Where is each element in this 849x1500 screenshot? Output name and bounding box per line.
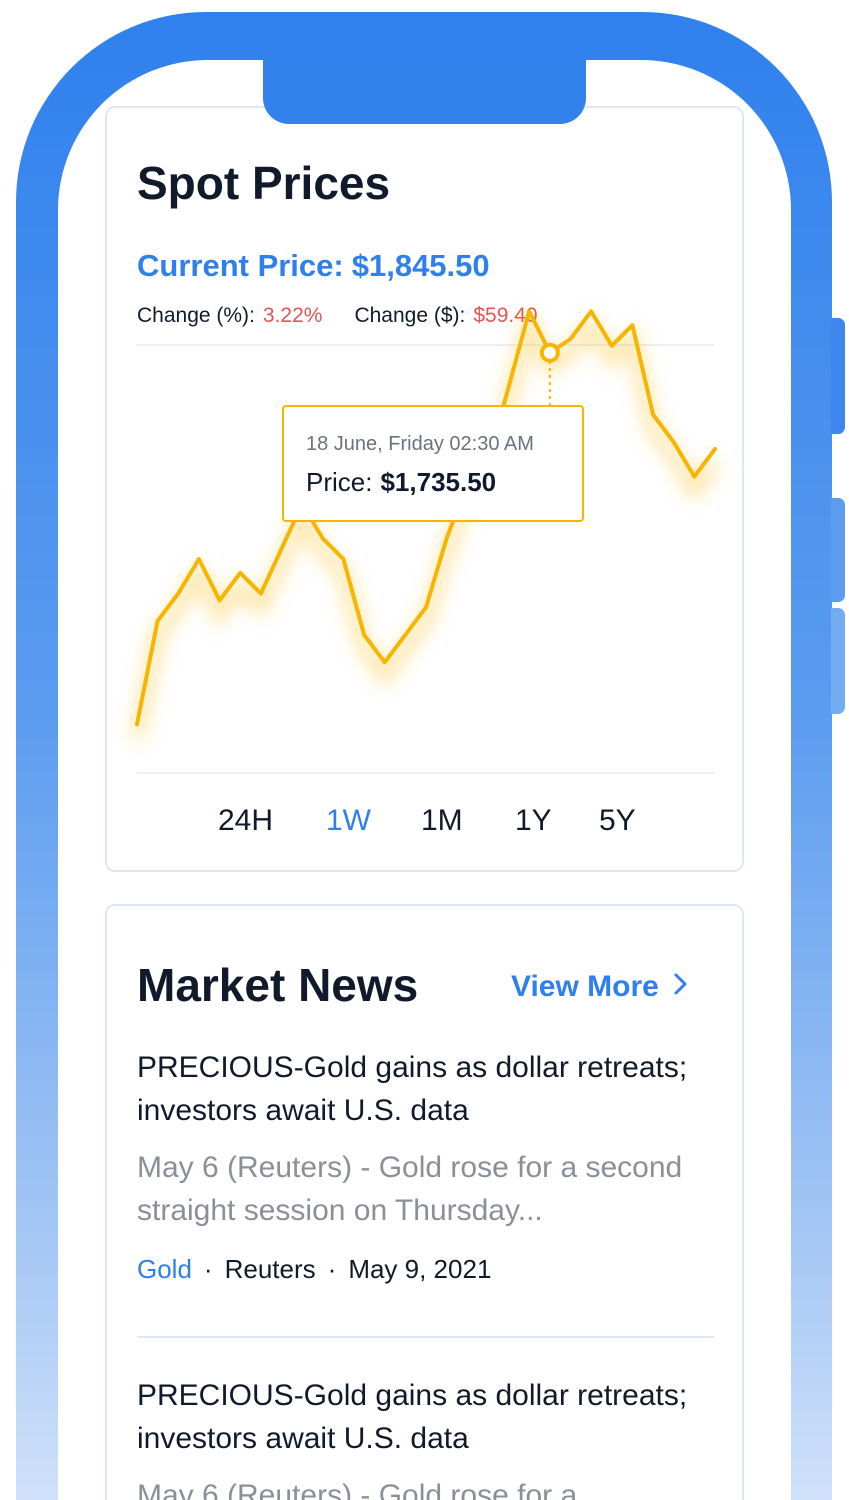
article-date: May 9, 2021 bbox=[348, 1254, 492, 1284]
tooltip-price-label: Price: bbox=[306, 467, 373, 497]
article-divider bbox=[137, 1336, 714, 1338]
range-24h[interactable]: 24H bbox=[218, 804, 274, 837]
article-excerpt: May 6 (Reuters) - Gold rose for a second… bbox=[137, 1151, 683, 1227]
market-news-card: Market News View More PRECIOUS-Gold gain… bbox=[105, 904, 744, 1500]
time-range-selector: 24H 1W 1M 1Y 5Y bbox=[107, 804, 746, 844]
current-price: Current Price: $1,845.50 bbox=[137, 248, 490, 284]
chart-baseline bbox=[137, 772, 714, 774]
article-excerpt: May 6 (Reuters) - Gold rose for a bbox=[137, 1479, 578, 1500]
article-source: Reuters bbox=[224, 1254, 316, 1284]
price-line bbox=[135, 309, 717, 727]
separator-dot: · bbox=[327, 1254, 337, 1284]
tooltip-date: 18 June, Friday 02:30 AM bbox=[306, 433, 534, 455]
view-more-link[interactable]: View More bbox=[511, 970, 689, 1004]
change-percent-label: Change (%): bbox=[137, 304, 255, 327]
current-price-label: Current Price: bbox=[137, 248, 344, 283]
tooltip-price: Price: $1,735.50 bbox=[306, 467, 496, 498]
phone-side-button bbox=[831, 318, 845, 434]
divider bbox=[137, 344, 714, 346]
market-news-title: Market News bbox=[137, 959, 419, 1011]
range-5y[interactable]: 5Y bbox=[599, 804, 636, 837]
spot-prices-card: Spot Prices Current Price: $1,845.50 Chan… bbox=[105, 106, 744, 872]
chart-tooltip: 18 June, Friday 02:30 AM Price: $1,735.50 bbox=[282, 405, 584, 522]
price-line-glow bbox=[130, 305, 721, 740]
change-dollar-value: $59.40 bbox=[473, 304, 538, 327]
news-article[interactable]: PRECIOUS-Gold gains as dollar retreats; … bbox=[137, 1374, 717, 1500]
range-1w[interactable]: 1W bbox=[326, 804, 371, 837]
change-dollar-label: Change ($): bbox=[354, 304, 466, 327]
article-tag[interactable]: Gold bbox=[137, 1254, 192, 1284]
range-1m[interactable]: 1M bbox=[421, 804, 463, 837]
article-headline[interactable]: PRECIOUS-Gold gains as dollar retreats; … bbox=[137, 1051, 688, 1127]
news-article[interactable]: PRECIOUS-Gold gains as dollar retreats; … bbox=[137, 1046, 717, 1285]
phone-volume-up-button bbox=[831, 498, 845, 602]
separator-dot: · bbox=[203, 1254, 213, 1284]
tooltip-price-value: $1,735.50 bbox=[380, 467, 497, 497]
article-headline[interactable]: PRECIOUS-Gold gains as dollar retreats; … bbox=[137, 1379, 688, 1455]
article-meta: Gold · Reuters · May 9, 2021 bbox=[137, 1254, 717, 1285]
current-price-value: $1,845.50 bbox=[351, 248, 490, 283]
view-more-label: View More bbox=[511, 970, 659, 1003]
spot-prices-title: Spot Prices bbox=[137, 157, 391, 209]
range-1y[interactable]: 1Y bbox=[515, 804, 552, 837]
highlighted-point[interactable] bbox=[539, 342, 560, 363]
chevron-right-icon bbox=[673, 970, 689, 1004]
price-changes: Change (%): 3.22% Change ($): $59.40 bbox=[137, 304, 570, 328]
phone-volume-down-button bbox=[831, 608, 845, 714]
phone-notch bbox=[263, 60, 586, 124]
change-percent-value: 3.22% bbox=[262, 304, 323, 327]
